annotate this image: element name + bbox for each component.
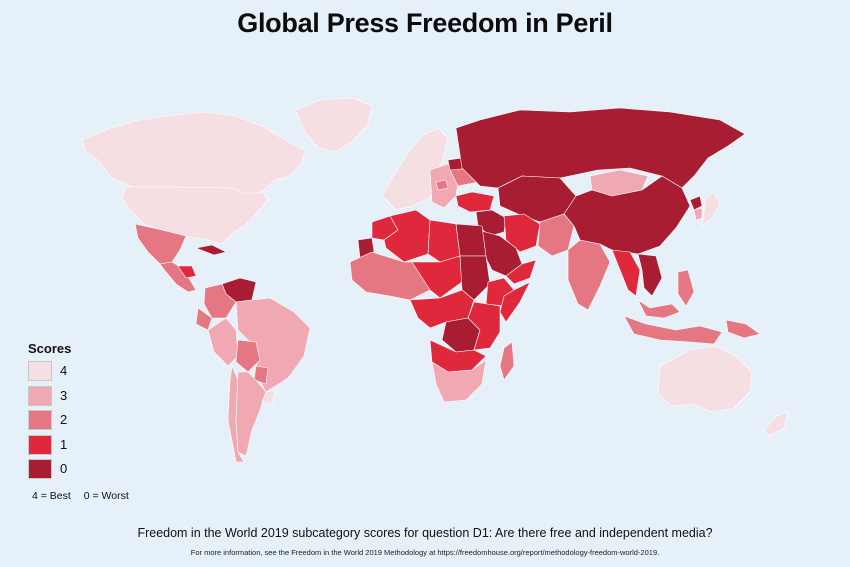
region-japan [701,191,721,227]
legend-label: 2 [60,412,68,427]
region-indonesia [623,315,723,345]
region-uruguay [261,389,277,405]
legend-swatch [28,434,52,455]
region-united-states [121,186,269,245]
region-philippines [677,269,695,307]
legend-item-3: 3 [28,385,148,411]
region-paraguay [253,365,269,385]
map-subtitle: Freedom in the World 2019 subcategory sc… [137,526,713,540]
region-southern-africa [431,359,487,403]
region-myanmar-thailand [611,249,641,297]
legend-label: 0 [60,461,68,476]
region-sudan [459,255,491,301]
legend-title: Scores [28,341,72,356]
region-south-korea [693,207,703,221]
region-colombia [203,283,237,319]
region-peru [207,317,239,367]
region-north-korea [689,195,703,211]
legend-note-worst: 0 = Worst [83,490,129,502]
region-egypt [455,223,487,257]
region-malaysia [637,299,681,319]
region-new-zealand [763,411,789,437]
map-title: Global Press Freedom in Peril [237,8,613,38]
legend-item-1: 1 [28,434,148,460]
legend-item-4: 4 [28,361,148,386]
legend-swatch [28,385,52,406]
region-kenya-tanzania [467,301,501,351]
region-iran [503,213,541,253]
legend-item-2: 2 [28,410,148,435]
region-vietnam-laos [637,253,663,297]
region-libya [427,219,461,263]
legend-label: 1 [60,436,68,452]
region-cuba [195,244,227,256]
region-argentina [235,371,267,457]
legend-swatch [28,459,52,479]
region-turkey [455,191,495,213]
source-footnote: For more information, see the Freedom in… [190,548,660,557]
region-bolivia [235,339,261,373]
legend-note-best: 4 = Best [32,490,71,502]
legend-item-0: 0 [28,459,148,484]
region-west-africa [349,251,431,301]
legend-swatch [28,410,52,430]
region-honduras [177,265,197,279]
region-canada [81,111,306,195]
region-central-america [159,261,197,293]
region-madagascar [499,341,515,381]
legend-label: 4 [60,363,68,378]
region-hungary [435,179,449,191]
region-greenland [294,97,373,153]
legend: Scores 4 3 2 1 0 [28,341,148,484]
legend-swatch [28,361,52,381]
region-yemen-oman [505,259,537,285]
region-papua-new-guinea [725,319,761,339]
region-australia [657,345,753,413]
legend-note: 4 = Best 0 = Worst [32,490,129,502]
region-india [567,239,611,311]
region-algeria [383,209,431,263]
region-china [563,175,691,255]
legend-label: 3 [60,387,68,403]
